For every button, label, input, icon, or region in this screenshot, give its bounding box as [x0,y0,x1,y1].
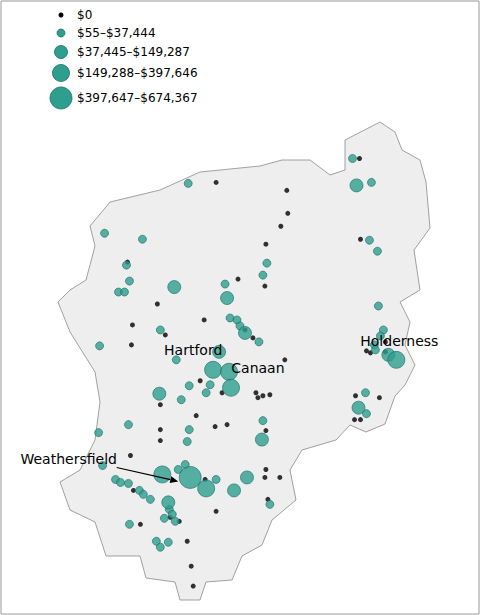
svg-text:$397,647–$674,367: $397,647–$674,367 [77,91,198,105]
svg-text:$37,445–$149,287: $37,445–$149,287 [77,45,190,59]
svg-text:Canaan: Canaan [231,360,284,376]
svg-text:Holderness: Holderness [360,333,438,349]
svg-text:Weathersfield: Weathersfield [20,451,116,467]
svg-text:$149,288–$397,646: $149,288–$397,646 [77,66,198,80]
svg-text:$55–$37,444: $55–$37,444 [77,26,156,40]
svg-text:$0: $0 [77,8,92,22]
svg-text:Hartford: Hartford [164,342,222,358]
